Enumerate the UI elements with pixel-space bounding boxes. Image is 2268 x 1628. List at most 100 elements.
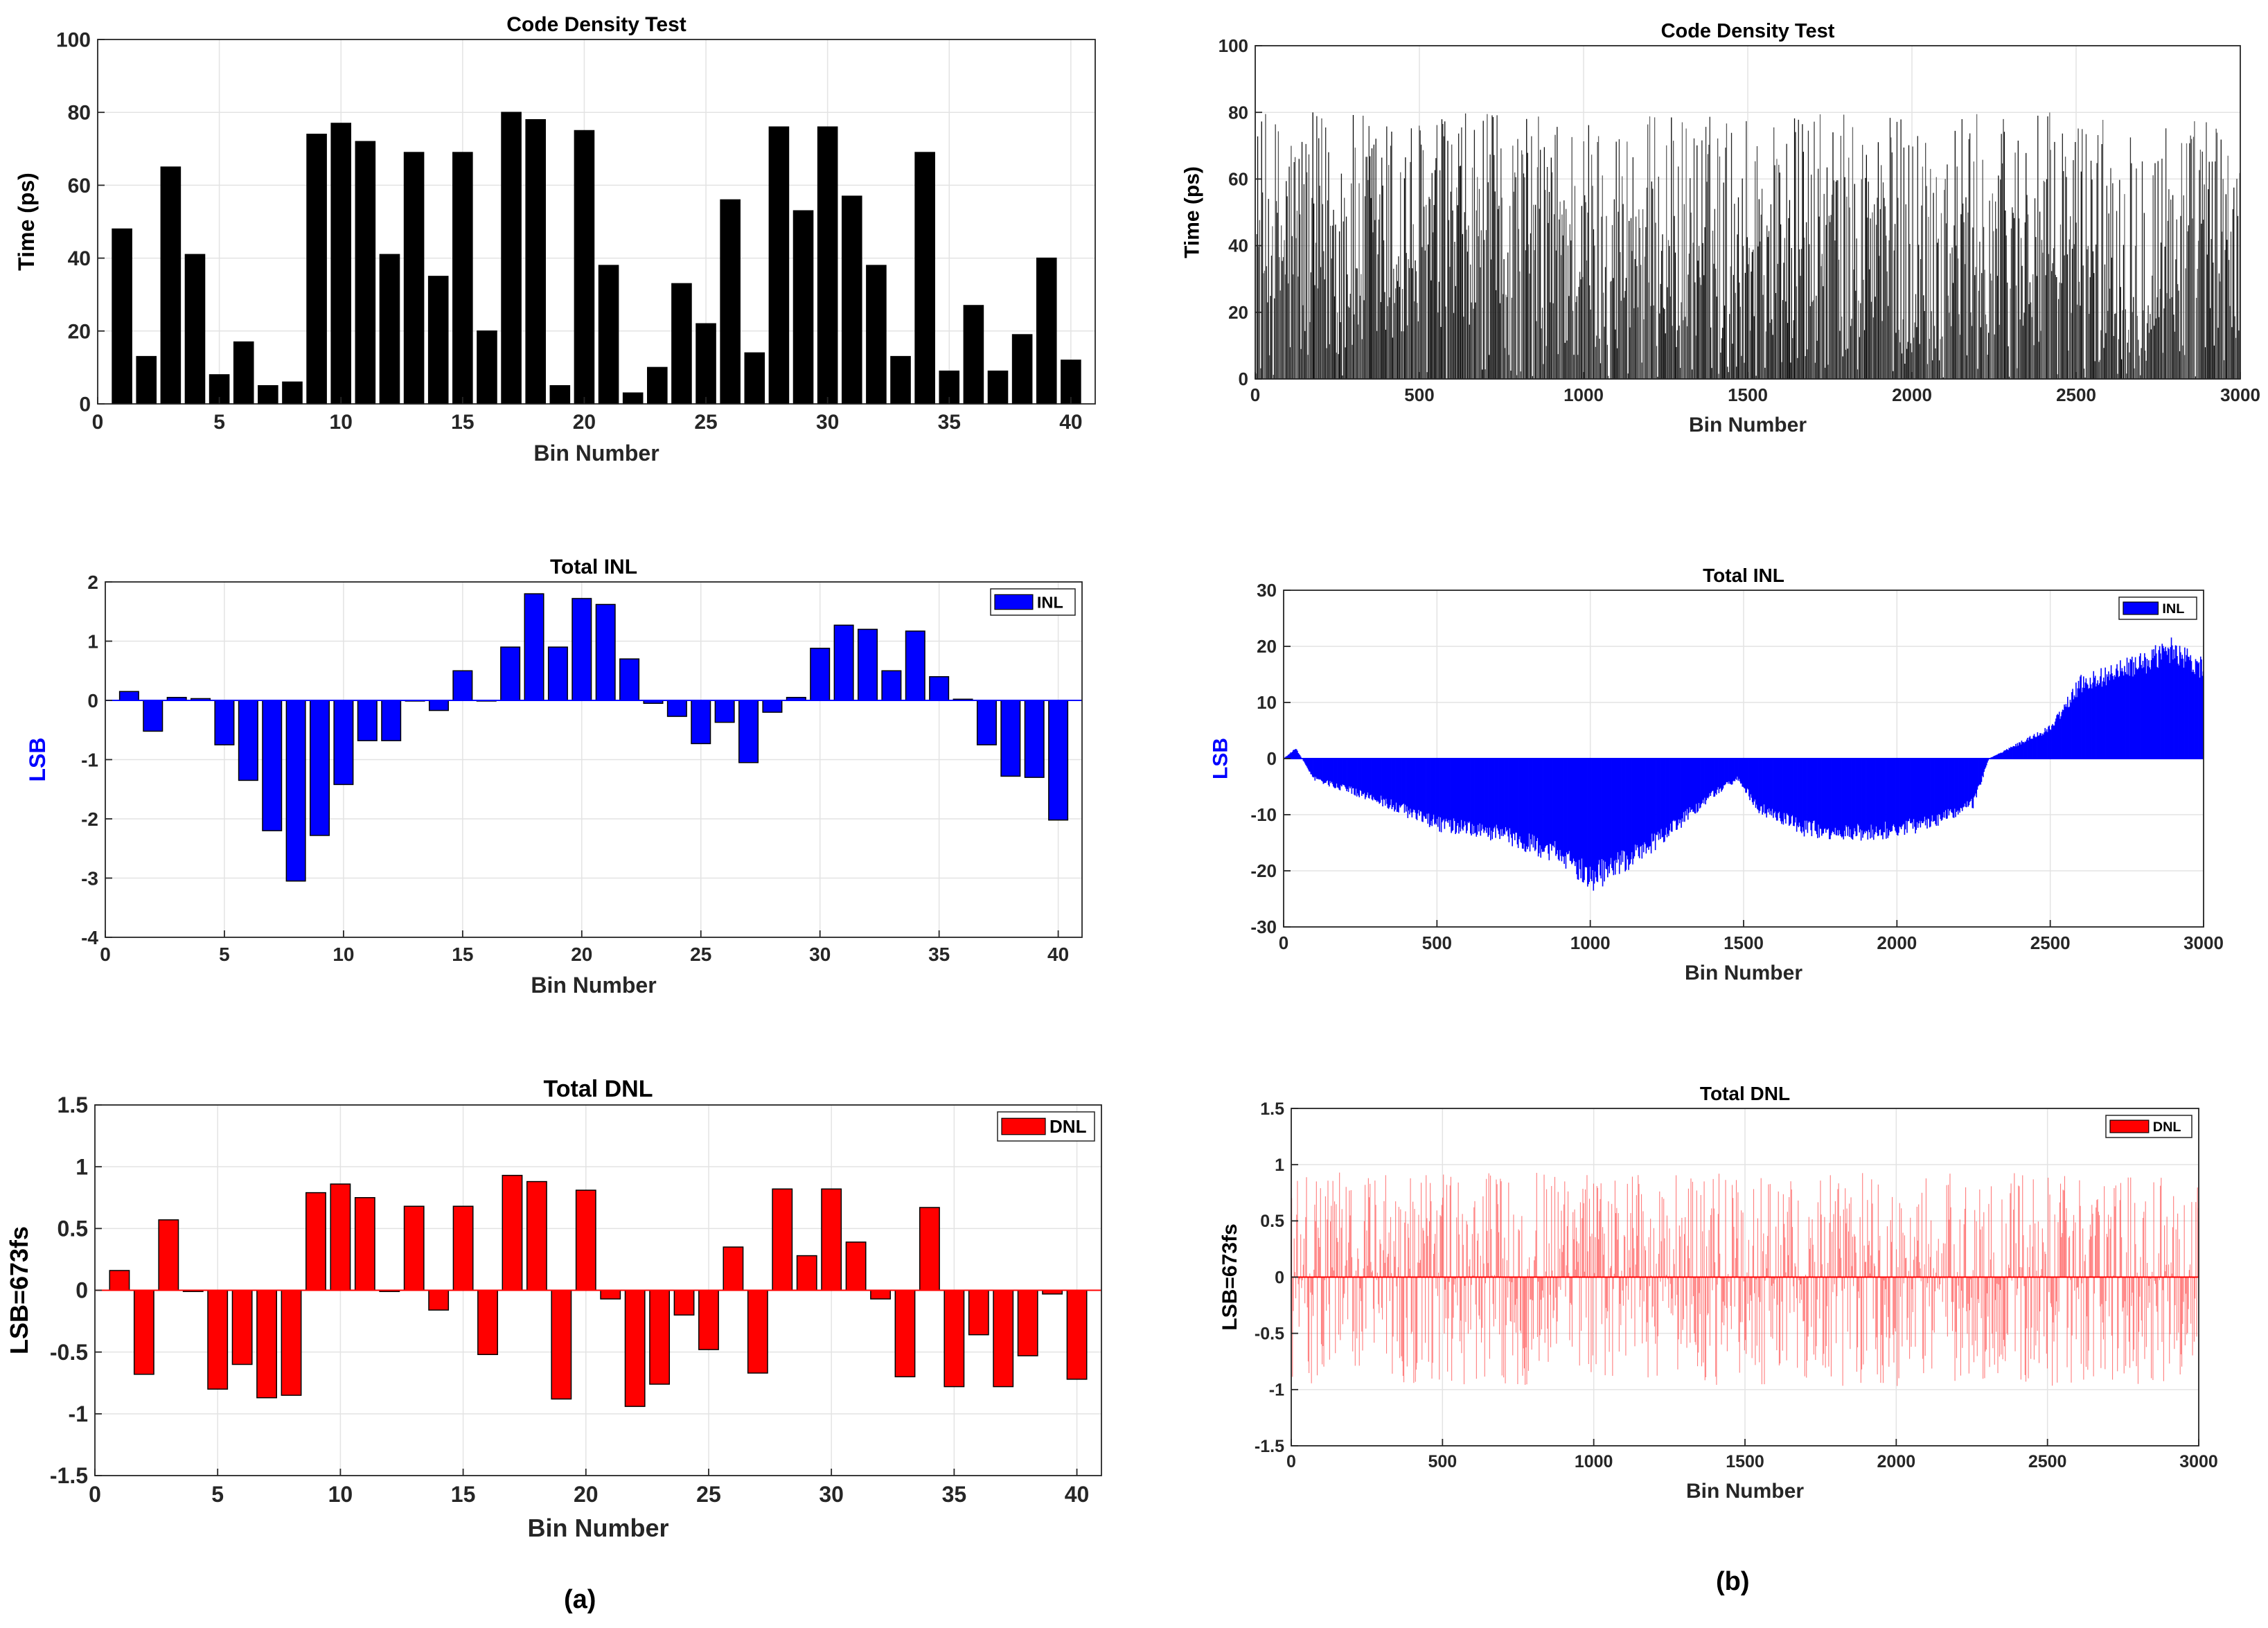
y-axis-label: Time (ps) — [14, 172, 39, 271]
bar — [158, 1219, 179, 1291]
x-tick-label: 15 — [452, 944, 473, 965]
y-tick-label: -1.5 — [50, 1463, 88, 1488]
bar — [747, 1289, 768, 1374]
bar — [919, 1207, 940, 1291]
x-tick-label: 1000 — [1575, 1452, 1613, 1471]
bar — [355, 141, 376, 405]
x-tick-label: 0 — [100, 944, 111, 965]
bar — [452, 670, 473, 701]
x-tick-label: 5 — [219, 944, 230, 965]
x-tick-label: 5 — [213, 411, 225, 434]
chart-cd_b: 0 500 1000 1500 2000 2500 3000 0 20 40 60 80 100 Code… — [1180, 20, 2260, 436]
bar — [720, 199, 741, 405]
bar — [551, 1289, 572, 1400]
y-tick-label: -4 — [81, 927, 98, 948]
bar — [477, 330, 497, 405]
y-tick-label: 2 — [87, 572, 98, 593]
y-tick-label: 20 — [1228, 302, 1248, 323]
x-axis-label: Bin Number — [531, 973, 656, 998]
bar — [524, 593, 544, 701]
bar — [772, 1188, 793, 1291]
x-tick-label: 10 — [328, 1482, 353, 1507]
x-tick-label: 0 — [1279, 932, 1288, 953]
bar — [427, 276, 449, 405]
x-tick-label: 0 — [1250, 384, 1260, 405]
bar — [744, 352, 765, 405]
y-tick-label: 0 — [1239, 369, 1248, 389]
y-axis-label: LSB — [1209, 738, 1232, 779]
y-tick-label: 100 — [56, 29, 91, 52]
bar — [258, 384, 278, 405]
chart-title: Total INL — [1703, 565, 1784, 586]
bar — [762, 700, 783, 713]
bar — [233, 341, 254, 405]
bar — [1066, 1289, 1088, 1380]
bar — [821, 1188, 842, 1291]
x-axis-label: Bin Number — [527, 1514, 668, 1542]
bar — [768, 126, 790, 405]
x-tick-label: 2500 — [2028, 1452, 2067, 1471]
x-tick-label: 25 — [696, 1482, 721, 1507]
x-tick-label: 25 — [690, 944, 711, 965]
bar — [379, 254, 400, 405]
bar — [133, 1289, 154, 1375]
legend-swatch — [2109, 1120, 2150, 1133]
chart-title: Code Density Test — [506, 13, 686, 36]
bar — [619, 658, 640, 701]
x-tick-label: 3000 — [2183, 932, 2224, 953]
bar — [963, 305, 984, 405]
x-tick-label: 2500 — [2056, 384, 2096, 405]
x-tick-label: 0 — [89, 1482, 101, 1507]
y-tick-label: 80 — [1228, 102, 1248, 123]
bar — [282, 381, 303, 405]
y-tick-label: 40 — [68, 247, 91, 270]
legend-swatch — [994, 594, 1034, 610]
bar — [333, 700, 354, 786]
bar — [143, 700, 163, 732]
bar — [976, 700, 997, 745]
y-tick-label: 0.5 — [1260, 1212, 1284, 1231]
x-tick-label: 30 — [809, 944, 831, 965]
chart-title: Code Density Test — [1661, 20, 1835, 42]
bar — [841, 195, 862, 405]
bar — [501, 112, 522, 405]
x-tick-label: 500 — [1428, 1452, 1457, 1471]
bar — [894, 1289, 916, 1378]
bar — [525, 118, 546, 405]
x-tick-label: 1500 — [1726, 1452, 1764, 1471]
bar — [281, 1289, 302, 1396]
y-tick-label: 1 — [87, 630, 98, 652]
bar — [817, 126, 838, 405]
bar — [649, 1289, 671, 1385]
x-tick-label: 10 — [330, 411, 353, 434]
legend-label: DNL — [1049, 1116, 1087, 1137]
bar — [256, 1289, 277, 1399]
y-tick-label: -0.5 — [50, 1340, 88, 1365]
bar — [993, 1289, 1014, 1388]
bar — [866, 265, 887, 405]
chart-inl_a: 0 5 10 15 20 25 30 35 40 -4 -3 -2 -1 0 1 2 Total INL Bin … — [25, 556, 1083, 998]
y-tick-label: 100 — [1219, 35, 1248, 56]
axes-box — [97, 39, 1096, 405]
bar — [403, 152, 425, 405]
bar — [305, 1192, 326, 1291]
x-tick-label: 1500 — [1728, 384, 1768, 405]
bar — [428, 700, 449, 711]
legend-label: INL — [1037, 593, 1063, 611]
bar — [452, 1205, 474, 1291]
x-tick-label: 35 — [942, 1482, 967, 1507]
bar — [502, 1174, 523, 1291]
x-tick-label: 0 — [92, 411, 104, 434]
x-tick-label: 2000 — [1877, 1452, 1916, 1471]
legend-label: INL — [2162, 601, 2184, 617]
x-tick-label: 30 — [816, 411, 839, 434]
bar — [214, 700, 235, 745]
bar — [547, 646, 568, 701]
x-tick-label: 3000 — [2179, 1452, 2218, 1471]
x-tick-label: 1000 — [1563, 384, 1604, 405]
bar — [136, 355, 157, 405]
y-tick-label: -1 — [69, 1401, 88, 1426]
bar — [381, 700, 402, 741]
y-tick-label: 80 — [68, 102, 91, 125]
